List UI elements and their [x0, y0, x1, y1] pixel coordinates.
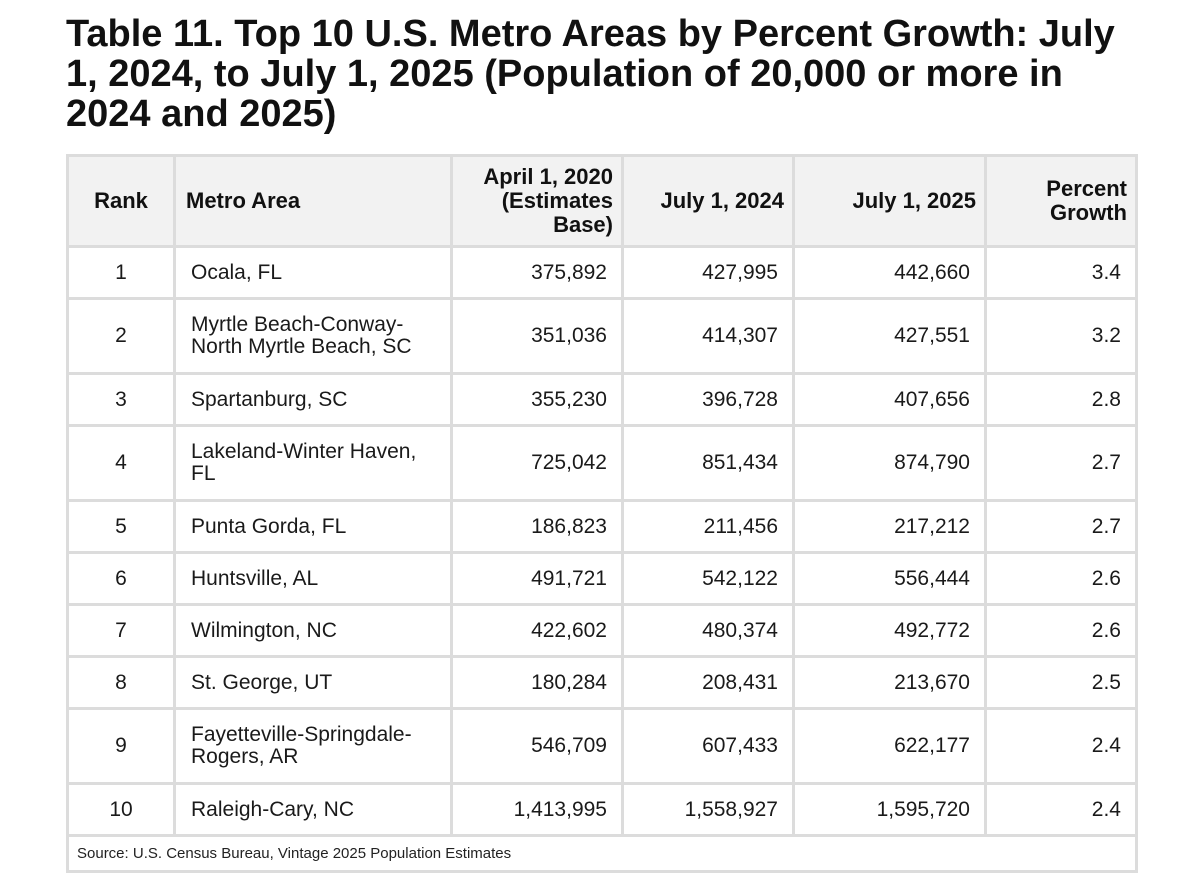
- metro-area-cell: Ocala, FL: [173, 245, 453, 300]
- percent-growth-cell: 2.4: [984, 707, 1138, 785]
- rank-cell: 1: [66, 245, 176, 300]
- rank-cell: 8: [66, 655, 176, 710]
- metro-area-cell: Huntsville, AL: [173, 551, 453, 606]
- header-april-2020: April 1, 2020 (Estimates Base): [450, 154, 624, 248]
- table-row: 9 Fayetteville-Springdale-Rogers, AR 546…: [66, 707, 1138, 785]
- july-2024-cell: 1,558,927: [621, 782, 795, 837]
- table-row: 1 Ocala, FL 375,892 427,995 442,660 3.4: [66, 245, 1138, 300]
- source-note: Source: U.S. Census Bureau, Vintage 2025…: [66, 834, 1138, 873]
- header-april-2020-line1: April 1, 2020: [483, 164, 613, 189]
- percent-growth-cell: 2.6: [984, 603, 1138, 658]
- metro-area-cell: Fayetteville-Springdale-Rogers, AR: [173, 707, 453, 785]
- rank-cell: 6: [66, 551, 176, 606]
- april-2020-cell: 180,284: [450, 655, 624, 710]
- header-percent-growth-line2: Growth: [1050, 200, 1127, 225]
- header-metro-area: Metro Area: [173, 154, 453, 248]
- header-april-2020-line2: (Estimates: [501, 188, 613, 213]
- metro-area-cell: St. George, UT: [173, 655, 453, 710]
- header-percent-growth: Percent Growth: [984, 154, 1138, 248]
- april-2020-cell: 351,036: [450, 297, 624, 375]
- july-2024-cell: 414,307: [621, 297, 795, 375]
- percent-growth-cell: 2.4: [984, 782, 1138, 837]
- april-2020-cell: 725,042: [450, 424, 624, 502]
- table-row: 2 Myrtle Beach-Conway-North Myrtle Beach…: [66, 297, 1138, 375]
- rank-cell: 10: [66, 782, 176, 837]
- july-2024-cell: 542,122: [621, 551, 795, 606]
- metro-area-cell: Wilmington, NC: [173, 603, 453, 658]
- rank-cell: 3: [66, 372, 176, 427]
- table-footer: Source: U.S. Census Bureau, Vintage 2025…: [66, 834, 1138, 873]
- header-rank: Rank: [66, 154, 176, 248]
- july-2024-cell: 211,456: [621, 499, 795, 554]
- header-row: Rank Metro Area April 1, 2020 (Estimates…: [66, 154, 1138, 248]
- percent-growth-cell: 2.5: [984, 655, 1138, 710]
- rank-cell: 5: [66, 499, 176, 554]
- july-2025-cell: 427,551: [792, 297, 987, 375]
- metro-area-cell: Spartanburg, SC: [173, 372, 453, 427]
- july-2025-cell: 442,660: [792, 245, 987, 300]
- july-2025-cell: 556,444: [792, 551, 987, 606]
- table-row: 8 St. George, UT 180,284 208,431 213,670…: [66, 655, 1138, 710]
- july-2024-cell: 851,434: [621, 424, 795, 502]
- july-2025-cell: 874,790: [792, 424, 987, 502]
- percent-growth-cell: 2.7: [984, 499, 1138, 554]
- april-2020-cell: 1,413,995: [450, 782, 624, 837]
- percent-growth-cell: 2.6: [984, 551, 1138, 606]
- metro-area-cell: Myrtle Beach-Conway-North Myrtle Beach, …: [173, 297, 453, 375]
- header-july-2025: July 1, 2025: [792, 154, 987, 248]
- header-july-2024: July 1, 2024: [621, 154, 795, 248]
- table-row: 5 Punta Gorda, FL 186,823 211,456 217,21…: [66, 499, 1138, 554]
- table-row: 10 Raleigh-Cary, NC 1,413,995 1,558,927 …: [66, 782, 1138, 837]
- rank-cell: 4: [66, 424, 176, 502]
- source-row: Source: U.S. Census Bureau, Vintage 2025…: [66, 834, 1138, 873]
- table-row: 7 Wilmington, NC 422,602 480,374 492,772…: [66, 603, 1138, 658]
- table-row: 4 Lakeland-Winter Haven, FL 725,042 851,…: [66, 424, 1138, 502]
- july-2025-cell: 213,670: [792, 655, 987, 710]
- table-title: Table 11. Top 10 U.S. Metro Areas by Per…: [66, 13, 1115, 135]
- july-2025-cell: 407,656: [792, 372, 987, 427]
- july-2024-cell: 480,374: [621, 603, 795, 658]
- table-row: 6 Huntsville, AL 491,721 542,122 556,444…: [66, 551, 1138, 606]
- rank-cell: 7: [66, 603, 176, 658]
- july-2025-cell: 622,177: [792, 707, 987, 785]
- percent-growth-cell: 3.2: [984, 297, 1138, 375]
- table-body: 1 Ocala, FL 375,892 427,995 442,660 3.4 …: [66, 245, 1138, 837]
- percent-growth-cell: 3.4: [984, 245, 1138, 300]
- july-2024-cell: 396,728: [621, 372, 795, 427]
- header-percent-growth-line1: Percent: [1046, 176, 1127, 201]
- july-2025-cell: 217,212: [792, 499, 987, 554]
- july-2024-cell: 607,433: [621, 707, 795, 785]
- rank-cell: 9: [66, 707, 176, 785]
- april-2020-cell: 491,721: [450, 551, 624, 606]
- rank-cell: 2: [66, 297, 176, 375]
- april-2020-cell: 546,709: [450, 707, 624, 785]
- april-2020-cell: 355,230: [450, 372, 624, 427]
- percent-growth-cell: 2.8: [984, 372, 1138, 427]
- table-header: Rank Metro Area April 1, 2020 (Estimates…: [66, 154, 1138, 248]
- metro-area-cell: Lakeland-Winter Haven, FL: [173, 424, 453, 502]
- april-2020-cell: 375,892: [450, 245, 624, 300]
- april-2020-cell: 422,602: [450, 603, 624, 658]
- july-2025-cell: 1,595,720: [792, 782, 987, 837]
- april-2020-cell: 186,823: [450, 499, 624, 554]
- july-2024-cell: 427,995: [621, 245, 795, 300]
- metro-growth-table: Rank Metro Area April 1, 2020 (Estimates…: [66, 154, 1138, 873]
- july-2024-cell: 208,431: [621, 655, 795, 710]
- metro-area-cell: Raleigh-Cary, NC: [173, 782, 453, 837]
- july-2025-cell: 492,772: [792, 603, 987, 658]
- table-row: 3 Spartanburg, SC 355,230 396,728 407,65…: [66, 372, 1138, 427]
- metro-area-cell: Punta Gorda, FL: [173, 499, 453, 554]
- percent-growth-cell: 2.7: [984, 424, 1138, 502]
- header-april-2020-line3: Base): [553, 212, 613, 237]
